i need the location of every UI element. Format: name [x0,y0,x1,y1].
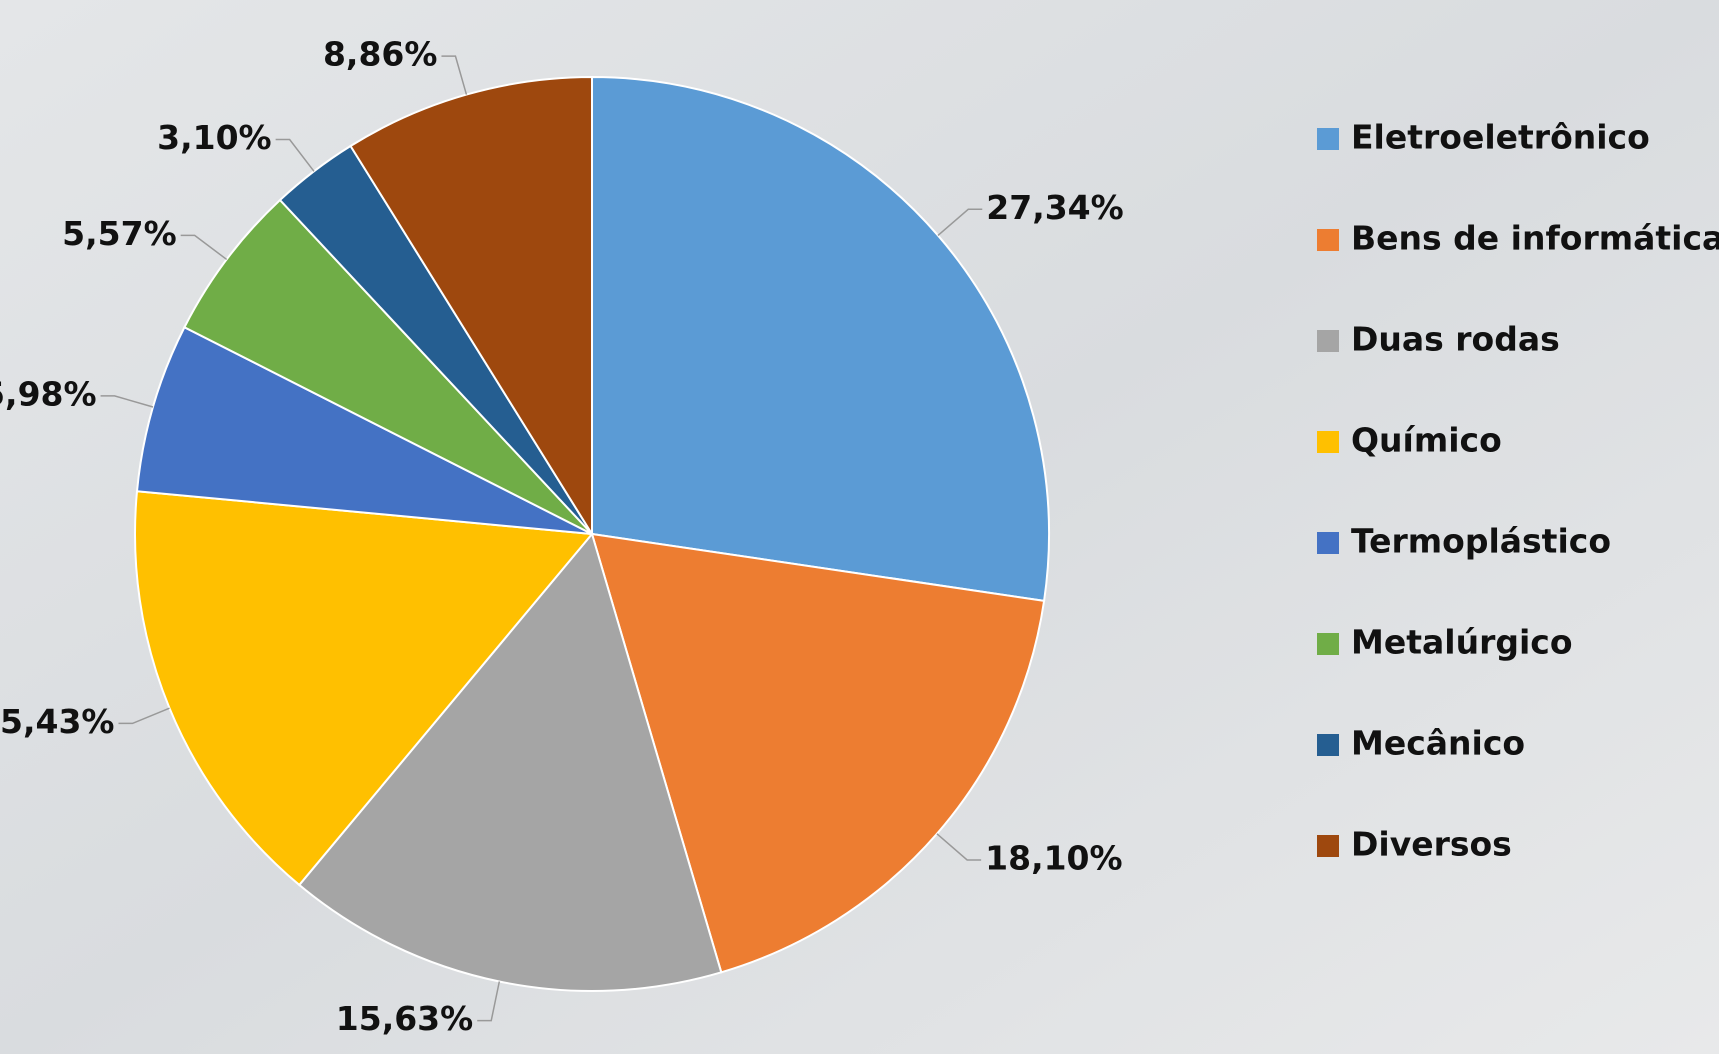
legend-swatch [1317,532,1339,554]
legend-swatch [1317,128,1339,150]
legend-label: Metalúrgico [1351,623,1573,662]
leader-line [100,395,154,408]
data-label: 3,10% [157,118,272,157]
legend-swatch [1317,734,1339,756]
legend-label: Mecânico [1351,724,1525,763]
pie-slice [591,75,1050,603]
legend-label: Bens de informática [1351,219,1719,258]
leader-line [937,208,983,236]
legend-swatch [1317,431,1339,453]
data-label: 5,57% [62,214,177,253]
data-label: 5,98% [0,374,97,413]
leader-line [477,981,501,1022]
data-label: 15,43% [0,702,114,741]
legend-label: Duas rodas [1351,320,1560,359]
legend-label: Termoplástico [1351,522,1611,561]
pie-slice [134,490,594,887]
legend-swatch [1317,835,1339,857]
legend-swatch [1317,229,1339,251]
leader-line [275,138,315,172]
data-label: 27,34% [986,188,1123,227]
legend-label: Eletroeletrônico [1351,118,1650,157]
legend-label: Diversos [1351,825,1512,864]
data-label: 8,86% [323,35,438,74]
legend-swatch [1317,330,1339,352]
leader-line [441,55,468,95]
leader-line [936,833,982,861]
legend-label: Químico [1351,421,1502,460]
leader-line [118,707,170,725]
data-label: 18,10% [985,839,1122,878]
pie-slice [590,532,1046,974]
legend-swatch [1317,633,1339,655]
pie-slice [183,198,593,535]
pie-slice [349,75,593,538]
leader-line [180,234,228,261]
data-label: 15,63% [336,999,473,1038]
